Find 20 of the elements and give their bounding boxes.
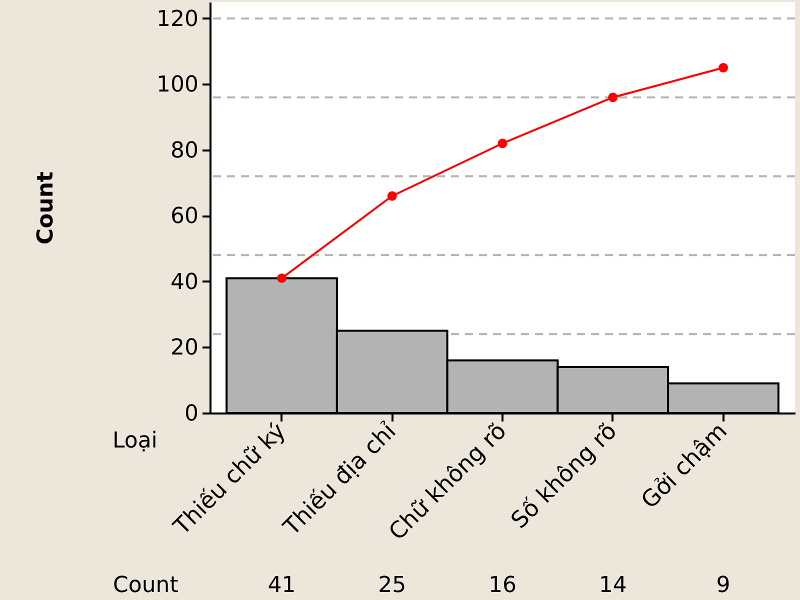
y-tick-label: 60 (170, 204, 198, 230)
y-tick-label: 100 (156, 72, 198, 98)
point (387, 191, 397, 201)
x-axis-title: Loại (112, 428, 158, 454)
y-tick-label: 0 (184, 402, 198, 426)
data-label: 14 (598, 573, 627, 598)
point (718, 63, 728, 72)
y-tick-label: 120 (156, 6, 198, 32)
point (608, 92, 618, 102)
data-label: 25 (378, 573, 406, 598)
y-tick-label: 40 (170, 270, 198, 295)
data-label: 9 (716, 573, 730, 598)
data-label: 41 (268, 573, 296, 598)
point (277, 273, 286, 283)
data-label: 16 (488, 573, 516, 598)
y-tick-label: 20 (170, 336, 198, 361)
y-tick-label: 80 (170, 138, 198, 164)
y-axis-title: Count (34, 170, 58, 245)
point (498, 138, 508, 148)
text: Count (113, 573, 179, 598)
